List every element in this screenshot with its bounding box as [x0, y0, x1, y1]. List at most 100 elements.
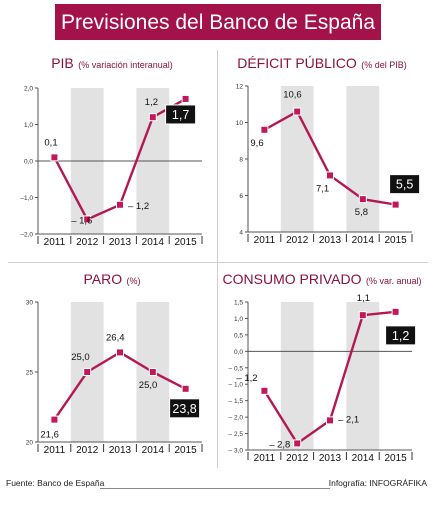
data-label: – 1,2 [236, 373, 257, 384]
x-tick-label: 2013 [109, 237, 132, 248]
chart-panel-consumo: 1,5 1,0 0,5 0,0 – 0,5 – 1,0 – 1,5 – 2,0 – 2,5 – 3… [222, 270, 422, 510]
data-point [116, 348, 124, 357]
chart-title-consumo: CONSUMO PRIVADO (% var. anual) [222, 270, 422, 288]
chart-title-unit: (% del PIB) [361, 60, 407, 70]
data-label: 0,1 [44, 137, 57, 148]
data-label: – 1,2 [128, 201, 149, 212]
x-tick-label: 2014 [142, 237, 165, 248]
x-tick-label: 2015 [384, 453, 407, 464]
x-tick-label: 2011 [44, 445, 66, 456]
chart-title-deficit: DÉFICIT PÚBLICO (% del PIB) [222, 54, 422, 72]
data-point [260, 125, 269, 134]
data-point [326, 416, 334, 425]
y-tick-label: – 2,0 [229, 415, 244, 422]
data-point [293, 439, 302, 448]
chart-title-unit: (% var. anual) [365, 276, 422, 286]
x-tick-label: 2011 [44, 237, 66, 248]
callout-box [389, 174, 421, 195]
data-point [293, 107, 302, 116]
data-label: 23,8 [172, 402, 196, 416]
x-tick-label: 2014 [142, 445, 165, 456]
x-tick-label: 2013 [319, 235, 342, 246]
data-point [391, 307, 400, 316]
x-tick-label: 2015 [174, 237, 197, 248]
year-column-shade [346, 86, 380, 232]
y-tick-label: 25 [26, 370, 34, 377]
data-point [148, 368, 157, 376]
data-point [83, 215, 92, 224]
y-tick-label: 4 [239, 230, 243, 237]
data-point [358, 195, 367, 204]
source-note: Fuente: Banco de España [6, 478, 105, 488]
data-label: 1,7 [172, 108, 189, 122]
footer-rule [100, 488, 330, 489]
data-label: 5,5 [396, 178, 413, 192]
chart-svg: 1,5 1,0 0,5 0,0 – 0,5 – 1,0 – 1,5 – 2,0 – 2,5 – 3… [229, 293, 417, 464]
callout-box [169, 398, 201, 419]
data-point [148, 113, 157, 122]
y-tick-label: 0,5 [234, 332, 243, 339]
data-point [181, 384, 190, 393]
credit-note: Infografía: INFOGRÁFIKA [328, 478, 427, 488]
y-tick-label: 10 [236, 120, 244, 127]
y-tick-label: 12 [236, 84, 244, 91]
chart-panel-deficit: 12 10 8 6 4 2011 2012 2013 2014 2015 9,6 10,6 7,1 5,8… [222, 54, 422, 294]
data-point [50, 415, 59, 424]
y-tick-label: – 0,5 [229, 365, 244, 372]
chart-title-unit: (%) [126, 276, 141, 286]
y-tick-label: – 1,5 [229, 398, 244, 405]
x-tick-label: 2014 [352, 453, 375, 464]
x-tick-label: 2012 [76, 445, 99, 456]
data-label: – 2,1 [338, 414, 359, 425]
y-tick-label: – 2,5 [229, 431, 244, 438]
callout-box [165, 104, 197, 125]
chart-svg: 2,0 1,0 0,0 –1,0 –2,0 2011 2012 2013 2014 2015 0,1… [20, 86, 203, 248]
panel-divider-horizontal [8, 262, 428, 263]
panel-divider-vertical [217, 50, 218, 468]
chart-title-main: DÉFICIT PÚBLICO [237, 55, 357, 71]
y-tick-label: 20 [26, 440, 34, 447]
data-point [358, 311, 367, 320]
chart-panel-pib: 2,0 1,0 0,0 –1,0 –2,0 2011 2012 2013 2014 2015 0,1… [12, 54, 212, 294]
data-point [326, 171, 334, 180]
page-title: Previsiones del Banco de España [60, 10, 376, 34]
y-tick-label: –2,0 [20, 232, 33, 239]
data-label: – 1,6 [71, 215, 92, 226]
chart-title-main: CONSUMO PRIVADO [222, 271, 362, 287]
data-label: 1,1 [357, 293, 370, 304]
data-label: 5,8 [355, 207, 368, 218]
data-label: 21,6 [40, 430, 59, 441]
chart-svg: 12 10 8 6 4 2011 2012 2013 2014 2015 9,6 10,6 7,1 5,8… [236, 84, 421, 246]
title-banner: Previsiones del Banco de España [55, 4, 381, 40]
y-tick-label: 0,0 [234, 349, 243, 356]
x-tick-label: 2012 [76, 237, 99, 248]
y-tick-label: 2,0 [24, 86, 33, 93]
data-point [391, 200, 400, 209]
y-tick-label: 0,0 [24, 159, 33, 166]
data-label: 26,4 [106, 332, 125, 343]
data-label: 1,2 [392, 329, 409, 343]
chart-title-main: PARO [83, 271, 123, 287]
x-tick-label: 2013 [319, 453, 342, 464]
data-point [50, 153, 59, 162]
y-tick-label: 30 [26, 300, 34, 307]
data-point [260, 386, 269, 395]
chart-title-paro: PARO (%) [12, 270, 212, 288]
x-tick-label: 2014 [352, 235, 375, 246]
year-column-shade [346, 302, 380, 450]
data-label: 9,6 [250, 138, 263, 149]
y-tick-label: – 3,0 [229, 448, 244, 455]
x-tick-label: 2013 [109, 445, 132, 456]
data-label: 1,2 [145, 97, 158, 108]
data-point [181, 94, 190, 103]
y-tick-label: – 1,0 [229, 382, 244, 389]
data-label: 7,1 [316, 183, 329, 194]
y-tick-label: 1,0 [24, 122, 33, 129]
y-tick-label: 6 [239, 193, 243, 200]
y-tick-label: –1,0 [20, 195, 33, 202]
chart-title-unit: (% variación interanual) [78, 60, 173, 70]
x-tick-label: 2011 [254, 235, 276, 246]
chart-title-main: PIB [51, 55, 74, 71]
data-point [116, 200, 124, 209]
